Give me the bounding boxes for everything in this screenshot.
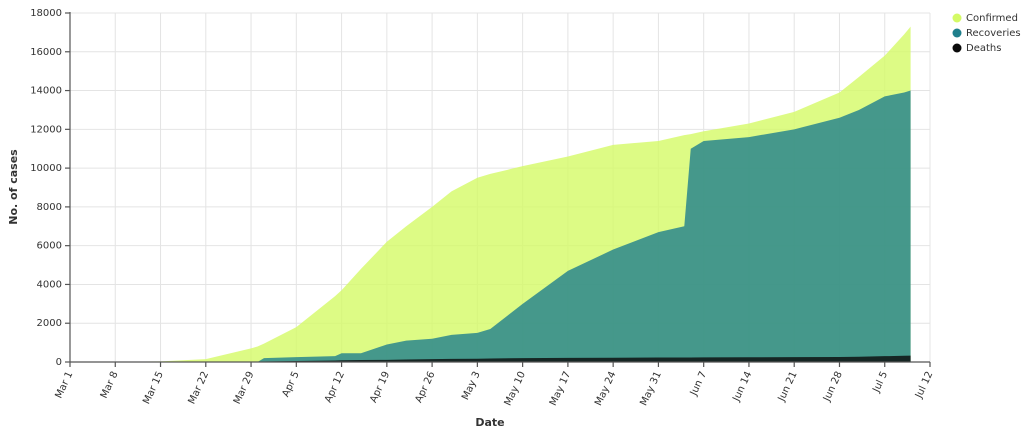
x-tick-label: May 31 — [638, 370, 663, 408]
x-tick-label: Mar 22 — [187, 370, 212, 406]
legend-marker — [952, 28, 962, 38]
x-tick-label: Jun 21 — [776, 370, 800, 404]
x-tick-label: Jul 5 — [871, 370, 891, 395]
legend-label: Recoveries — [966, 28, 1021, 39]
y-tick-label: 4000 — [37, 279, 62, 290]
x-tick-label: Jun 7 — [688, 370, 709, 398]
legend-label: Confirmed — [966, 13, 1018, 24]
x-tick-label: May 10 — [503, 370, 528, 408]
legend-marker — [952, 13, 962, 23]
x-tick-label: Apr 12 — [323, 370, 347, 405]
areas — [70, 26, 911, 363]
x-tick-label: May 24 — [593, 370, 618, 408]
y-axis-label: No. of cases — [7, 149, 20, 225]
legend-marker — [952, 43, 962, 53]
area — [70, 355, 911, 362]
x-tick-label: Mar 8 — [99, 370, 121, 400]
y-tick-label: 10000 — [30, 163, 62, 174]
x-tick-label: May 3 — [460, 370, 483, 402]
y-tick-label: 12000 — [30, 124, 62, 135]
area — [70, 90, 911, 363]
x-tick-label: Mar 1 — [53, 370, 75, 400]
legend-label: Deaths — [966, 43, 1001, 54]
x-tick-label: May 17 — [548, 370, 573, 408]
x-tick-label: Mar 15 — [141, 370, 166, 406]
x-tick-label: Mar 29 — [232, 370, 257, 406]
y-tick-label: 0 — [56, 357, 62, 368]
legend: Confirmed Recoveries Deaths — [952, 13, 1021, 54]
y-tick-label: 6000 — [37, 241, 62, 252]
x-tick-label: Apr 19 — [368, 370, 392, 405]
x-tick-label: Jun 14 — [731, 370, 755, 404]
y-tick-label: 18000 — [30, 8, 62, 19]
y-tick-label: 14000 — [30, 86, 62, 97]
x-tick-label: Apr 5 — [280, 370, 301, 399]
y-tick-label: 8000 — [37, 202, 62, 213]
y-tick-label: 16000 — [30, 47, 62, 58]
x-tick-label: Apr 26 — [414, 370, 438, 405]
x-axis-label: Date — [475, 416, 504, 429]
y-tick-label: 2000 — [37, 318, 62, 329]
x-tick-label: Jun 28 — [821, 370, 845, 404]
x-tick-label: Jul 12 — [913, 370, 935, 401]
